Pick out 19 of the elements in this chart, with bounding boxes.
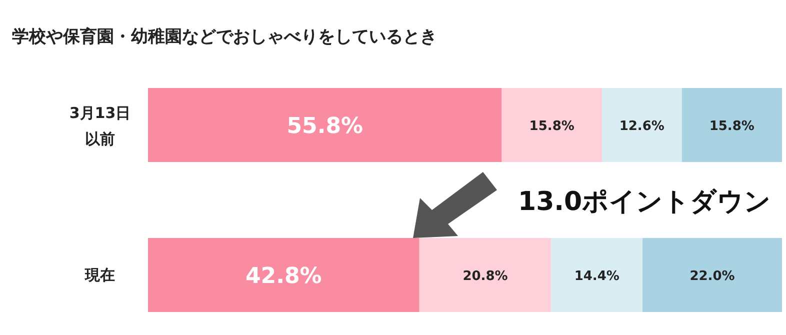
bar xyxy=(148,88,502,162)
data-label: 15.8% xyxy=(709,119,754,134)
bar xyxy=(148,238,420,312)
data-label: 42.8% xyxy=(246,264,322,289)
data-label: 14.4% xyxy=(574,269,620,284)
bar xyxy=(551,238,643,312)
data-label: 12.6% xyxy=(619,119,664,134)
y-tick-label: 現在 xyxy=(84,266,115,284)
bar xyxy=(602,88,682,162)
data-label: 55.8% xyxy=(286,114,364,139)
bar xyxy=(642,238,782,312)
data-label: 15.8% xyxy=(529,119,574,134)
annotation: 13.0ポイントダウン xyxy=(518,187,772,217)
chart-title: 学校や保育園・幼稚園などでおしゃべりをしているとき xyxy=(12,26,437,47)
bar xyxy=(682,88,782,162)
data-label: 22.0% xyxy=(690,269,735,284)
y-tick-label: 3月13日以前 xyxy=(69,104,131,148)
data-label: 20.8% xyxy=(462,269,508,284)
bar xyxy=(502,88,602,162)
